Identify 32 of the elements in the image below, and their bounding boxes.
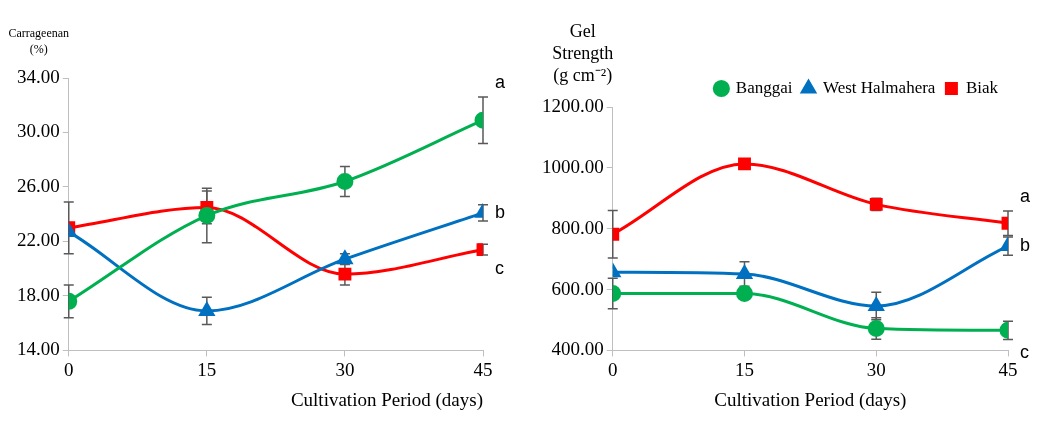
x-tick-label: 30 <box>866 358 886 380</box>
text: a <box>1020 186 1031 207</box>
y-tick-label: 22.00 <box>17 229 60 251</box>
x-tick-label: 15 <box>735 358 754 380</box>
legend-label: Banggai <box>735 77 793 97</box>
x-axis-title: Cultivation Period (days) <box>290 388 483 411</box>
x-tick-label: 0 <box>64 358 74 380</box>
y-axis-title: Carrageenan (%) <box>8 26 70 57</box>
y-tick-label: 18.00 <box>17 283 60 305</box>
text: a <box>495 72 506 93</box>
text: c <box>1020 342 1029 363</box>
legend-label: West Halmahera <box>823 77 936 97</box>
x-axis-title: Cultivation Period (days) <box>714 388 907 411</box>
text: c <box>495 258 504 279</box>
x-tick-label: 45 <box>473 358 493 380</box>
x-tick-label: 30 <box>335 358 355 380</box>
y-tick-label: 800.00 <box>551 216 604 238</box>
text: b <box>495 201 506 222</box>
y-tick-label: 400.00 <box>551 338 604 360</box>
text: b <box>1020 235 1031 256</box>
y-tick-label: 30.00 <box>17 120 60 142</box>
y-tick-label: 1200.00 <box>542 94 604 116</box>
x-tick-label: 0 <box>608 358 618 380</box>
y-tick-label: 34.00 <box>17 65 60 87</box>
y-tick-label: 600.00 <box>551 277 604 299</box>
legend-label: Biak <box>965 77 999 97</box>
x-tick-label: 15 <box>197 358 217 380</box>
y-tick-label: 26.00 <box>17 174 60 196</box>
y-axis-title: Gel Strength (g cm⁻²) <box>552 20 614 86</box>
y-tick-label: 14.00 <box>17 338 60 360</box>
y-tick-label: 1000.00 <box>542 155 604 177</box>
x-tick-label: 45 <box>998 358 1018 380</box>
